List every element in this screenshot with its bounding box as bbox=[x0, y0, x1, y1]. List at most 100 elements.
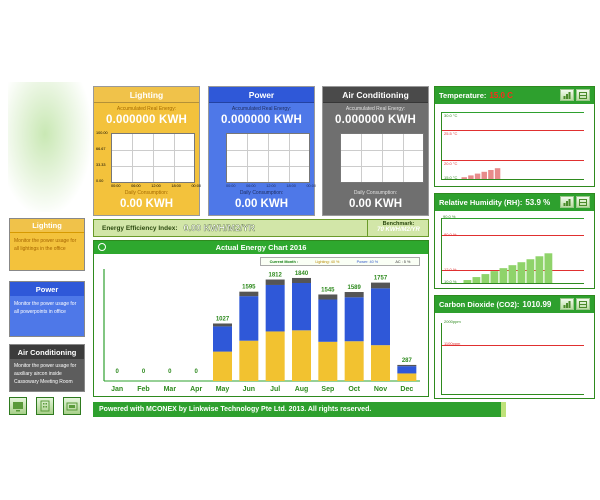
lighting-ytick: 33.33 bbox=[96, 163, 106, 167]
level-ramp-bar bbox=[463, 280, 472, 283]
level-ramp-bar bbox=[468, 175, 474, 179]
level-ramp-bar bbox=[544, 253, 553, 283]
bar-segment-lighting-sep bbox=[318, 341, 338, 381]
power-xticks: 00:00 06:00 12:00 18:00 00:00 bbox=[226, 184, 316, 188]
temperature-title: Temperature: bbox=[439, 91, 487, 100]
power-meter-title: Power bbox=[209, 87, 314, 103]
building-icon[interactable] bbox=[36, 397, 54, 415]
x-tick-label: Nov bbox=[374, 386, 387, 393]
sidebar-aircon-desc: Monitor the power usage for auxiliary ai… bbox=[14, 363, 77, 385]
benchmark-label: Benchmark: bbox=[382, 221, 415, 227]
level-ramp-bar bbox=[517, 262, 526, 283]
x-tick-label: Aug bbox=[295, 386, 309, 393]
history-icon[interactable] bbox=[576, 196, 590, 208]
humidity-title: Relative Humidity (RH): bbox=[439, 198, 523, 207]
co2-level-label: 1100ppm bbox=[444, 341, 461, 346]
power-meter-panel: Power Accumulated Real Energy: 0.000000 … bbox=[208, 86, 316, 216]
bar-total-label: 0 bbox=[115, 369, 119, 375]
level-ramp-bar bbox=[461, 177, 467, 179]
efficiency-bar: Energy Efficiency Index: 0.00 KWH/M2/YR … bbox=[93, 219, 429, 237]
level-ramp-bar bbox=[488, 170, 494, 179]
aircon-accum-label: Accumulated Real Energy: bbox=[345, 106, 406, 112]
history-icon[interactable] bbox=[576, 298, 590, 310]
co2-title: Carbon Dioxide (CO2): bbox=[439, 300, 520, 309]
co2-header: Carbon Dioxide (CO2): 1010.99 bbox=[435, 296, 594, 313]
x-tick-label: Mar bbox=[164, 386, 177, 393]
temperature-level-label: 30.0 °C bbox=[444, 113, 458, 118]
humidity-level-label: 12.0 % bbox=[444, 267, 457, 272]
sidebar-item-aircon[interactable]: Air Conditioning Monitor the power usage… bbox=[9, 344, 85, 392]
footer-bar: Powered with MCONEX by Linkwise Technolo… bbox=[93, 402, 506, 417]
x-tick-label: Sep bbox=[321, 386, 334, 393]
level-ramp-bar bbox=[494, 168, 501, 179]
bar-segment-ac-aug bbox=[292, 277, 311, 283]
humidity-level-label: 80.0 % bbox=[444, 232, 457, 237]
humidity-value: 53.9 % bbox=[525, 198, 551, 207]
bottom-icon-bar bbox=[9, 397, 81, 415]
energy-chart-title: Actual Energy Chart 2016 bbox=[215, 243, 307, 252]
bar-segment-lighting-may bbox=[213, 351, 232, 381]
aircon-meter-title: Air Conditioning bbox=[323, 87, 428, 103]
sidebar-item-power[interactable]: Power Monitor the power usage for all po… bbox=[9, 281, 85, 337]
bar-total-label: 0 bbox=[194, 369, 198, 375]
temperature-level-label: 15.0 °C bbox=[444, 175, 458, 180]
bar-total-label: 1840 bbox=[295, 271, 309, 277]
bar-segment-power-dec bbox=[397, 366, 417, 374]
bar-total-label: 1812 bbox=[268, 273, 282, 279]
x-tick-label: Dec bbox=[400, 386, 413, 393]
bar-total-label: 1027 bbox=[216, 316, 230, 322]
humidity-plot: 90.0 % 80.0 % 12.0 % 10.0 % bbox=[441, 214, 584, 284]
aircon-mini-chart bbox=[340, 133, 424, 183]
energy-bar-chart: 0 Jan 0 Feb 0 Mar 0 Apr 1027 May 1595 Jun 1812 Jul 184… bbox=[103, 269, 420, 393]
level-ramp-bar bbox=[526, 259, 535, 283]
chart-toggle-icon[interactable] bbox=[560, 196, 574, 208]
lighting-ytick: 66.67 bbox=[96, 147, 106, 151]
monitor-icon[interactable] bbox=[9, 397, 27, 415]
history-icon[interactable] bbox=[576, 89, 590, 101]
lighting-ytick: 100.00 bbox=[96, 131, 108, 135]
temperature-level-label: 20.0 °C bbox=[444, 161, 458, 166]
level-ramp-bar bbox=[481, 274, 490, 283]
lighting-ytick: 0.00 bbox=[96, 179, 104, 183]
bar-segment-power-sep bbox=[318, 299, 338, 342]
temperature-level-ramp bbox=[461, 168, 501, 179]
temperature-header: Temperature: 15.0 C bbox=[435, 87, 594, 104]
benchmark-value: 70 KWH/M2/YR bbox=[377, 227, 420, 233]
bar-total-label: 0 bbox=[142, 369, 146, 375]
bar-total-label: 0 bbox=[168, 369, 172, 375]
humidity-level-label: 10.0 % bbox=[444, 279, 457, 284]
temperature-value: 15.0 C bbox=[489, 91, 513, 100]
x-tick-label: Jul bbox=[270, 386, 280, 393]
x-tick-label: Feb bbox=[137, 386, 149, 393]
chart-toggle-icon[interactable] bbox=[560, 298, 574, 310]
power-mini-chart bbox=[226, 133, 310, 183]
refresh-icon[interactable] bbox=[98, 243, 106, 251]
level-ramp-bar bbox=[490, 271, 499, 283]
bar-segment-ac-may bbox=[213, 323, 232, 327]
sidebar-item-lighting[interactable]: Lighting Monitor the power usage for all… bbox=[9, 218, 85, 271]
sidebar-lighting-desc: Monitor the power usage for all lighting… bbox=[14, 238, 77, 252]
co2-value: 1010.99 bbox=[522, 300, 552, 309]
humidity-level-ramp bbox=[463, 253, 553, 283]
bar-total-label: 1757 bbox=[374, 276, 388, 282]
lighting-accum-label: Accumulated Real Energy: bbox=[116, 106, 177, 112]
level-ramp-bar bbox=[481, 171, 487, 179]
legend-current-month: Current Month : bbox=[269, 259, 299, 264]
chart-toggle-icon[interactable] bbox=[560, 89, 574, 101]
bar-segment-ac-jun bbox=[239, 291, 259, 297]
bar-segment-power-jul bbox=[265, 284, 285, 332]
efficiency-label: Energy Efficiency Index: bbox=[102, 224, 178, 232]
meter-icon[interactable] bbox=[63, 397, 81, 415]
aircon-accum-value: 0.000000 KWH bbox=[334, 114, 417, 126]
lighting-mini-chart bbox=[111, 133, 195, 183]
bar-total-label: 287 bbox=[402, 358, 413, 364]
temperature-level-label: 25.5 °C bbox=[444, 131, 458, 136]
bar-segment-lighting-jun bbox=[239, 340, 259, 381]
co2-plot: 2000ppm 1100ppm bbox=[441, 319, 584, 395]
sidebar-lighting-title: Lighting bbox=[10, 219, 84, 233]
bar-segment-ac-dec bbox=[397, 364, 417, 367]
legend-ac: AC : 5 % bbox=[395, 259, 411, 264]
benchmark-box: Benchmark: 70 KWH/M2/YR bbox=[367, 220, 429, 236]
bar-segment-lighting-dec bbox=[397, 373, 417, 381]
